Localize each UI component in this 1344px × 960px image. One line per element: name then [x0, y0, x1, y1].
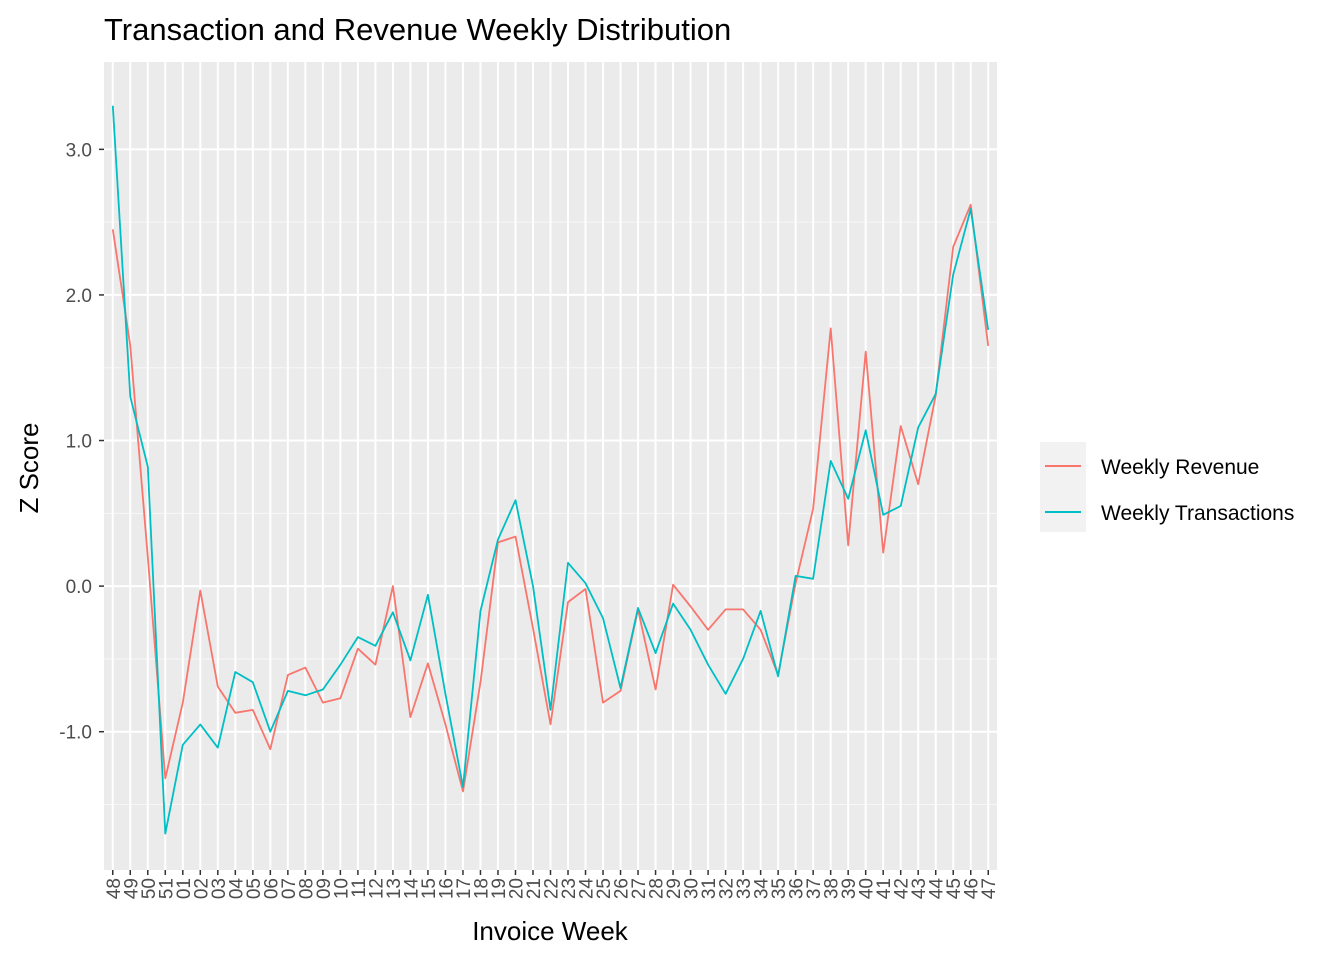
- x-tick-label: 47: [979, 878, 1000, 899]
- x-tick-label: 31: [699, 878, 720, 899]
- x-tick-label: 50: [139, 878, 160, 899]
- x-tick-label: 25: [594, 878, 615, 899]
- chart-title: Transaction and Revenue Weekly Distribut…: [104, 12, 731, 47]
- x-tick-label: 11: [349, 878, 370, 898]
- x-tick-label: 28: [647, 878, 668, 899]
- x-tick-label: 23: [559, 878, 580, 899]
- x-tick-label: 27: [629, 878, 650, 899]
- x-tick-label: 40: [857, 878, 878, 899]
- x-tick-label: 15: [419, 878, 440, 899]
- x-tick-label: 29: [664, 878, 685, 899]
- x-tick-label: 48: [104, 878, 125, 899]
- x-tick-label: 33: [734, 878, 755, 899]
- x-tick-label: 07: [279, 878, 300, 899]
- x-tick-label: 20: [506, 878, 527, 899]
- x-tick-label: 06: [261, 878, 282, 899]
- x-tick-label: 49: [121, 878, 142, 899]
- y-tick-label: 2.0: [66, 286, 92, 307]
- x-tick-label: 04: [226, 878, 247, 900]
- x-tick-label: 01: [174, 878, 195, 899]
- y-tick-label: 3.0: [66, 140, 92, 161]
- series-line: [111, 203, 990, 793]
- x-tick-label: 43: [909, 878, 930, 899]
- x-tick-label: 30: [682, 878, 703, 899]
- series-lines: [111, 105, 990, 835]
- y-axis-title: Z Score: [14, 422, 44, 513]
- x-tick-label: 51: [156, 878, 177, 899]
- x-tick-label: 19: [489, 878, 510, 899]
- x-tick-label: 09: [314, 878, 335, 899]
- y-tick-label: 1.0: [66, 432, 92, 453]
- x-tick-label: 13: [384, 878, 405, 899]
- x-tick-label: 38: [822, 878, 843, 899]
- x-tick-label: 03: [209, 878, 230, 899]
- x-tick-label: 32: [717, 878, 738, 899]
- y-tick-label: -1.0: [59, 723, 92, 744]
- x-tick-label: 02: [191, 878, 212, 899]
- x-tick-label: 36: [787, 878, 808, 899]
- x-tick-label: 10: [331, 878, 352, 899]
- x-tick-label: 22: [542, 878, 563, 899]
- series-line: [111, 105, 990, 835]
- grid-major: [104, 62, 997, 870]
- x-tick-label: 44: [927, 878, 948, 900]
- x-tick-label: 05: [244, 878, 265, 899]
- series-weekly-transactions: [111, 105, 990, 835]
- legend-label: Weekly Revenue: [1101, 456, 1259, 479]
- x-tick-label: 42: [892, 878, 913, 899]
- legend: Weekly Revenue Weekly Transactions: [1040, 442, 1294, 532]
- x-tick-label: 08: [296, 878, 317, 899]
- x-axis-title: Invoice Week: [472, 916, 629, 946]
- x-tick-label: 24: [577, 878, 598, 900]
- y-axis: -1.0 0.0 1.0 2.0 3.0: [59, 140, 104, 744]
- x-tick-label: 37: [804, 878, 825, 899]
- legend-label: Weekly Transactions: [1101, 502, 1294, 525]
- x-tick-label: 17: [454, 878, 475, 899]
- x-tick-label: 16: [436, 878, 457, 899]
- x-tick-label: 14: [401, 878, 422, 900]
- x-tick-label: 35: [769, 878, 790, 899]
- x-tick-label: 34: [752, 878, 773, 900]
- x-tick-label: 21: [524, 878, 545, 899]
- x-tick-label: 39: [839, 878, 860, 899]
- x-tick-label: 12: [366, 878, 387, 899]
- x-tick-label: 41: [874, 878, 895, 899]
- y-tick-label: 0.0: [66, 577, 92, 598]
- series-weekly-revenue: [111, 203, 990, 793]
- x-tick-label: 26: [612, 878, 633, 899]
- x-tick-label: 18: [471, 878, 492, 899]
- x-tick-label: 46: [962, 878, 983, 899]
- legend-key-background: [1040, 442, 1086, 532]
- x-tick-label: 45: [944, 878, 965, 899]
- x-axis: 4849505101020304050607080910111213141516…: [104, 870, 1000, 899]
